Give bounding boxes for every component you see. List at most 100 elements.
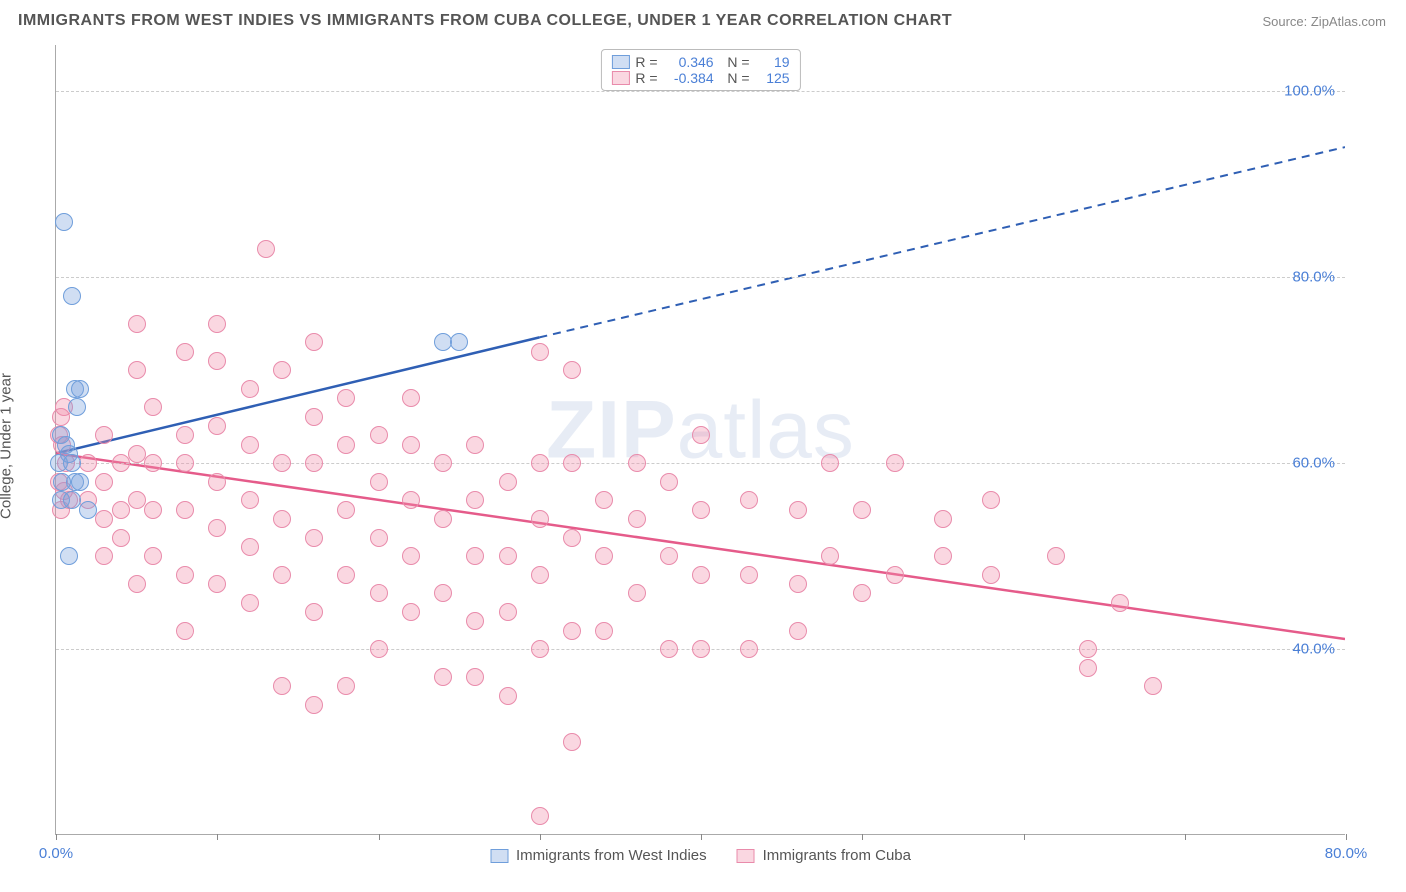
data-point: [1047, 547, 1065, 565]
x-tick-label: 0.0%: [39, 845, 73, 862]
legend-n-value: 125: [756, 70, 790, 86]
data-point: [305, 454, 323, 472]
x-tick: [56, 834, 57, 840]
data-point: [55, 213, 73, 231]
legend-stat-row: R = -0.384 N = 125: [611, 70, 789, 86]
data-point: [531, 343, 549, 361]
data-point: [531, 640, 549, 658]
data-point: [128, 315, 146, 333]
data-point: [176, 343, 194, 361]
data-point: [789, 501, 807, 519]
data-point: [660, 473, 678, 491]
legend-series-label: Immigrants from Cuba: [763, 847, 911, 864]
data-point: [208, 352, 226, 370]
x-tick: [1185, 834, 1186, 840]
legend-n-label: N =: [720, 70, 750, 86]
data-point: [531, 454, 549, 472]
data-point: [370, 426, 388, 444]
data-point: [853, 584, 871, 602]
x-tick: [379, 834, 380, 840]
data-point: [563, 361, 581, 379]
x-tick: [1024, 834, 1025, 840]
source-label: Source:: [1262, 14, 1310, 29]
data-point: [273, 454, 291, 472]
legend-series-label: Immigrants from West Indies: [516, 847, 707, 864]
data-point: [531, 807, 549, 825]
data-point: [982, 491, 1000, 509]
data-point: [176, 426, 194, 444]
data-point: [789, 575, 807, 593]
data-point: [450, 333, 468, 351]
data-point: [789, 622, 807, 640]
data-point: [434, 668, 452, 686]
legend-stats-box: R = 0.346 N = 19 R = -0.384 N = 125: [600, 49, 800, 91]
legend-stat-row: R = 0.346 N = 19: [611, 54, 789, 70]
data-point: [434, 510, 452, 528]
data-point: [1144, 677, 1162, 695]
data-point: [128, 575, 146, 593]
data-point: [208, 417, 226, 435]
data-point: [63, 287, 81, 305]
data-point: [144, 501, 162, 519]
data-point: [337, 677, 355, 695]
x-tick: [217, 834, 218, 840]
source-link[interactable]: ZipAtlas.com: [1311, 14, 1386, 29]
gridline: [56, 277, 1345, 278]
data-point: [982, 566, 1000, 584]
data-point: [305, 603, 323, 621]
data-point: [112, 454, 130, 472]
data-point: [273, 566, 291, 584]
data-point: [273, 677, 291, 695]
data-point: [660, 547, 678, 565]
x-tick: [1346, 834, 1347, 840]
legend-swatch: [737, 849, 755, 863]
data-point: [52, 408, 70, 426]
data-point: [241, 491, 259, 509]
data-point: [305, 333, 323, 351]
data-point: [499, 687, 517, 705]
data-point: [208, 315, 226, 333]
data-point: [241, 436, 259, 454]
data-point: [402, 547, 420, 565]
data-point: [692, 640, 710, 658]
legend-swatch: [611, 71, 629, 85]
data-point: [466, 436, 484, 454]
data-point: [692, 566, 710, 584]
data-point: [95, 510, 113, 528]
legend-n-label: N =: [720, 54, 750, 70]
data-point: [305, 408, 323, 426]
data-point: [370, 584, 388, 602]
data-point: [68, 398, 86, 416]
source-attribution: Source: ZipAtlas.com: [1262, 14, 1386, 29]
data-point: [370, 640, 388, 658]
data-point: [60, 547, 78, 565]
data-point: [499, 603, 517, 621]
x-tick: [701, 834, 702, 840]
data-point: [63, 454, 81, 472]
data-point: [595, 622, 613, 640]
data-point: [95, 473, 113, 491]
data-point: [402, 436, 420, 454]
data-point: [499, 547, 517, 565]
data-point: [466, 491, 484, 509]
data-point: [128, 361, 146, 379]
data-point: [563, 622, 581, 640]
data-point: [531, 510, 549, 528]
data-point: [466, 547, 484, 565]
data-point: [337, 501, 355, 519]
data-point: [208, 575, 226, 593]
data-point: [241, 380, 259, 398]
data-point: [692, 501, 710, 519]
data-point: [466, 612, 484, 630]
legend-n-value: 19: [756, 54, 790, 70]
trend-line-dashed: [539, 147, 1345, 337]
data-point: [563, 733, 581, 751]
data-point: [112, 529, 130, 547]
x-tick-label: 80.0%: [1325, 845, 1368, 862]
scatter-plot: ZIPatlas R = 0.346 N = 19 R = -0.384 N =…: [55, 45, 1345, 835]
data-point: [71, 473, 89, 491]
data-point: [740, 640, 758, 658]
x-tick: [540, 834, 541, 840]
y-tick-label: 100.0%: [1284, 83, 1335, 100]
legend-series: Immigrants from West Indies Immigrants fr…: [490, 847, 911, 864]
